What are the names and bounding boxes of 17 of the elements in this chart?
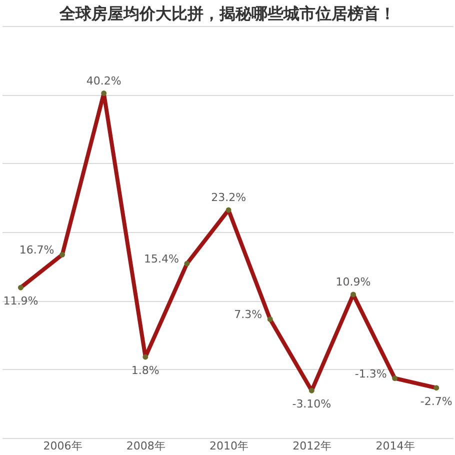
- data-label: 7.3%: [234, 308, 262, 322]
- data-label: 11.9%: [3, 294, 38, 308]
- data-label: 15.4%: [144, 252, 179, 266]
- x-tick-label: 2006年: [43, 440, 82, 452]
- data-label: 16.7%: [19, 244, 54, 257]
- x-tick-label: 2012年: [292, 440, 332, 452]
- data-label: -3.10%: [292, 398, 332, 411]
- data-label: 1.8%: [131, 364, 160, 377]
- data-label: 40.2%: [86, 74, 122, 88]
- x-tick-label: 2010年: [210, 440, 249, 452]
- data-label: -1.3%: [354, 367, 387, 380]
- data-label: -2.7%: [420, 394, 452, 408]
- x-tick-label: 2008年: [126, 440, 166, 452]
- x-tick-label: 2014年: [376, 440, 415, 452]
- chart-title: 全球房屋均价大比拼，揭秘哪些城市位居榜首！: [58, 4, 396, 23]
- data-label: 10.9%: [336, 275, 371, 288]
- data-label: 23.2%: [211, 191, 246, 204]
